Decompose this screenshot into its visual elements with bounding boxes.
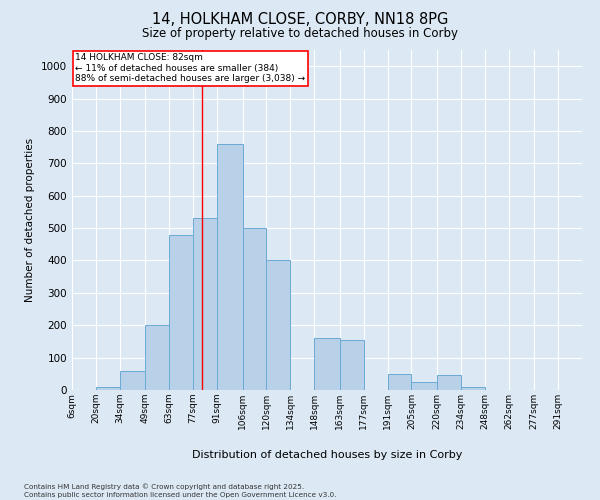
Bar	[314, 338, 340, 390]
Bar	[461, 387, 485, 390]
Text: Contains HM Land Registry data © Crown copyright and database right 2025.
Contai: Contains HM Land Registry data © Crown c…	[24, 484, 337, 498]
Bar	[242, 228, 266, 390]
Text: Distribution of detached houses by size in Corby: Distribution of detached houses by size …	[192, 450, 462, 460]
Bar	[145, 325, 169, 390]
Text: 14 HOLKHAM CLOSE: 82sqm
← 11% of detached houses are smaller (384)
88% of semi-d: 14 HOLKHAM CLOSE: 82sqm ← 11% of detache…	[76, 53, 305, 83]
Bar	[120, 370, 145, 390]
Bar	[217, 144, 242, 390]
Y-axis label: Number of detached properties: Number of detached properties	[25, 138, 35, 302]
Bar	[388, 374, 412, 390]
Bar	[412, 382, 437, 390]
Bar	[169, 234, 193, 390]
Bar	[340, 340, 364, 390]
Bar	[266, 260, 290, 390]
Bar	[193, 218, 217, 390]
Bar	[96, 387, 120, 390]
Text: 14, HOLKHAM CLOSE, CORBY, NN18 8PG: 14, HOLKHAM CLOSE, CORBY, NN18 8PG	[152, 12, 448, 28]
Bar	[437, 376, 461, 390]
Text: Size of property relative to detached houses in Corby: Size of property relative to detached ho…	[142, 28, 458, 40]
